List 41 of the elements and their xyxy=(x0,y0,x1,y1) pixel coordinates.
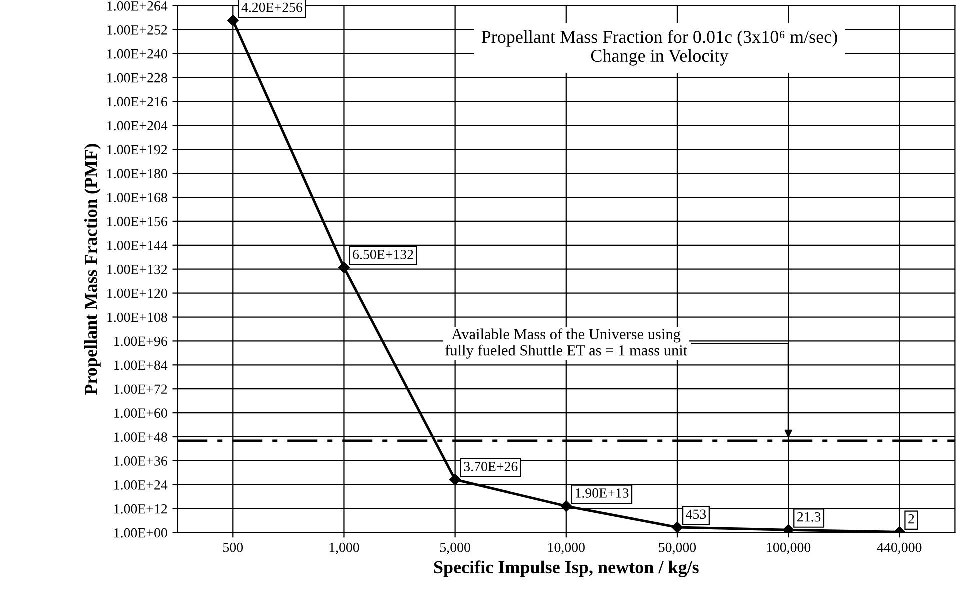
text: Propellant Mass Fraction for 0.01c (3x10⁶ m/sec) Change in Velocity xyxy=(482,30,838,66)
y-tick-label: 1.00E+84 xyxy=(114,360,168,370)
y-tick-label: 1.00E+156 xyxy=(108,217,168,226)
y-tick-label: 1.00E+24 xyxy=(114,480,168,490)
x-axis-title: Specific Impulse Isp, newton / kg/s xyxy=(434,560,699,578)
y-tick-label: 1.00E+36 xyxy=(114,456,168,466)
y-tick-label: 1.00E+96 xyxy=(114,336,168,346)
y-tick-label: 1.00E+144 xyxy=(108,240,168,250)
y-tick-label: 1.00E+180 xyxy=(108,169,168,179)
y-tick-label: 1.00E+240 xyxy=(108,49,168,59)
y-tick-label: 1.00E+12 xyxy=(114,504,168,514)
y-tick-label: 1.00E+72 xyxy=(114,384,168,394)
y-tick-label: 1.00E+228 xyxy=(108,73,168,83)
x-tick-label: 100,000 xyxy=(767,542,811,554)
data-label: 4.20E+256 xyxy=(242,2,303,12)
data-label: 3.70E+26 xyxy=(464,462,518,472)
y-tick-label: 1.00E+168 xyxy=(108,193,168,203)
data-label: 21.3 xyxy=(798,512,821,522)
y-tick-label: 1.00E+132 xyxy=(108,264,168,274)
y-tick-label: 1.00E+264 xyxy=(108,2,168,11)
x-tick-label: 440,000 xyxy=(877,542,922,554)
y-tick-label: 1.00E+216 xyxy=(108,97,168,107)
data-label: 2 xyxy=(908,514,914,524)
y-tick-label: 1.00E+48 xyxy=(114,432,168,442)
y-axis-title: Propellant Mass Fraction (PMF) xyxy=(84,144,101,395)
data-label: 453 xyxy=(686,510,706,520)
x-tick-label: 50,000 xyxy=(659,542,696,554)
x-tick-label: 1,000 xyxy=(330,542,360,554)
y-tick-label: 1.00E+120 xyxy=(108,288,168,298)
x-tick-label: 500 xyxy=(224,542,244,552)
data-label: 1.90E+13 xyxy=(576,488,629,498)
x-tick-label: 5,000 xyxy=(440,542,470,554)
y-tick-label: 1.00E+252 xyxy=(108,25,168,35)
x-tick-label: 10,000 xyxy=(548,542,585,554)
y-tick-label: 1.00E+204 xyxy=(108,121,168,131)
data-label: 6.50E+132 xyxy=(353,250,414,260)
y-tick-label: 1.00E+192 xyxy=(108,145,168,155)
annotation: Available Mass of the Universe using fully fueled Shuttle ET as = 1 mass unit xyxy=(446,328,688,359)
y-tick-label: 1.00E+60 xyxy=(114,408,168,418)
y-tick-label: 1.00E+00 xyxy=(114,528,168,538)
y-tick-label: 1.00E+108 xyxy=(108,312,168,322)
